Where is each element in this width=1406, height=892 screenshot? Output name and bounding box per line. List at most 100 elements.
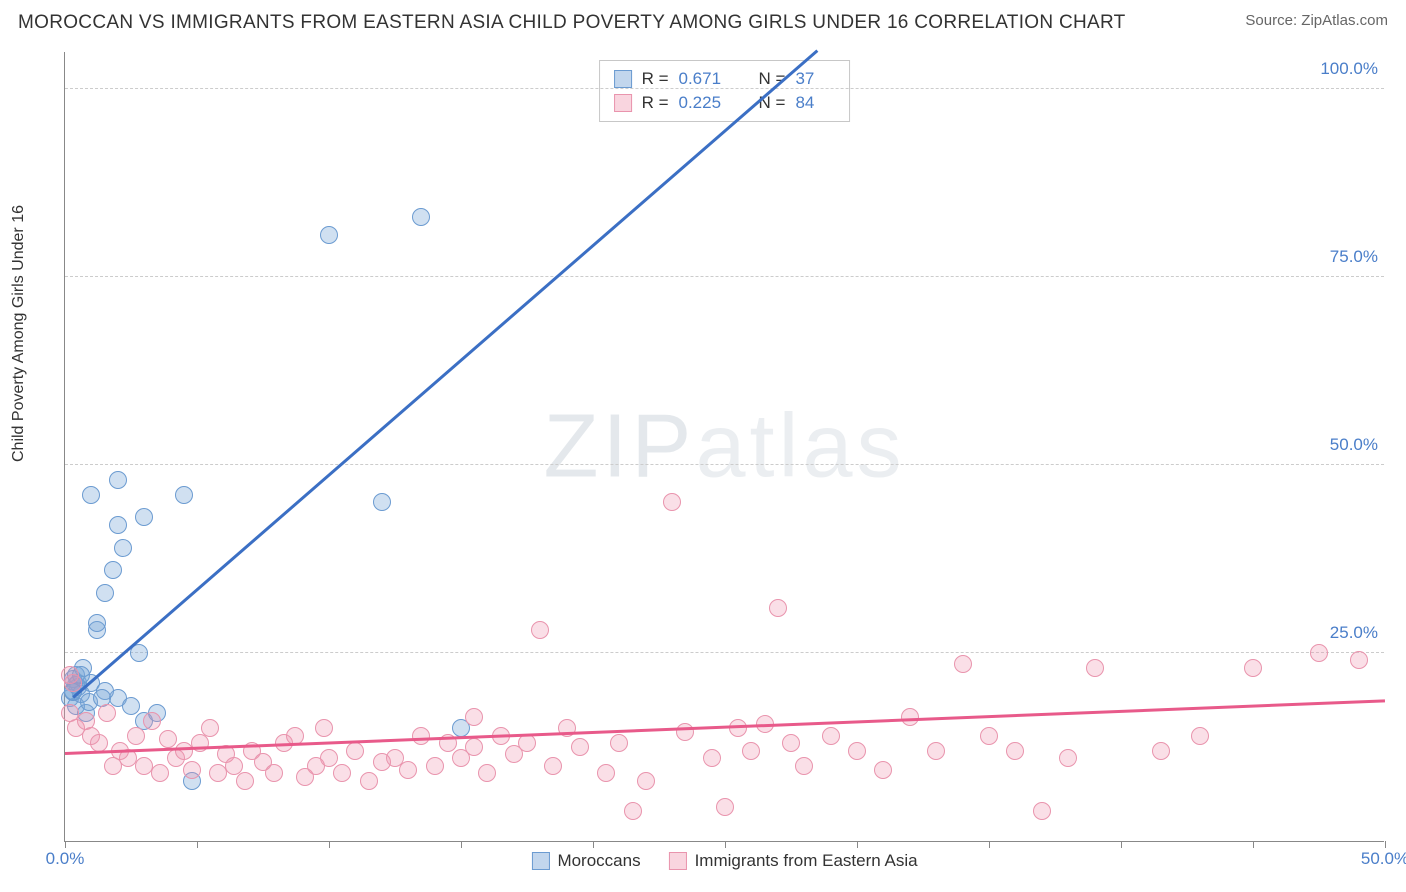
data-point — [320, 749, 338, 767]
data-point — [315, 719, 333, 737]
gridline — [65, 652, 1384, 653]
chart-container: Child Poverty Among Girls Under 16 ZIPat… — [20, 42, 1390, 892]
data-point — [373, 493, 391, 511]
swatch-icon — [669, 852, 687, 870]
data-point — [1033, 802, 1051, 820]
x-tick — [461, 841, 462, 848]
data-point — [159, 730, 177, 748]
y-tick-label: 50.0% — [1330, 435, 1378, 455]
data-point — [127, 727, 145, 745]
data-point — [98, 704, 116, 722]
data-point — [175, 486, 193, 504]
data-point — [874, 761, 892, 779]
r-label: R = — [642, 69, 669, 89]
data-point — [82, 486, 100, 504]
data-point — [624, 802, 642, 820]
legend-label: Moroccans — [557, 851, 640, 871]
data-point — [1152, 742, 1170, 760]
data-point — [1191, 727, 1209, 745]
data-point — [518, 734, 536, 752]
data-point — [571, 738, 589, 756]
data-point — [201, 719, 219, 737]
data-point — [1244, 659, 1262, 677]
gridline — [65, 88, 1384, 89]
trend-line — [65, 699, 1385, 754]
x-tick — [65, 841, 66, 848]
data-point — [412, 727, 430, 745]
legend-label: Immigrants from Eastern Asia — [695, 851, 918, 871]
data-point — [954, 655, 972, 673]
data-point — [597, 764, 615, 782]
trend-line — [72, 49, 818, 698]
data-point — [88, 614, 106, 632]
data-point — [742, 742, 760, 760]
data-point — [399, 761, 417, 779]
data-point — [703, 749, 721, 767]
source-label: Source: — [1245, 12, 1301, 29]
data-point — [637, 772, 655, 790]
data-point — [1310, 644, 1328, 662]
data-point — [236, 772, 254, 790]
data-point — [769, 599, 787, 617]
data-point — [104, 561, 122, 579]
data-point — [114, 539, 132, 557]
data-point — [360, 772, 378, 790]
source-credit: Source: ZipAtlas.com — [1245, 12, 1388, 29]
swatch-icon — [614, 94, 632, 112]
data-point — [426, 757, 444, 775]
x-tick — [989, 841, 990, 848]
watermark: ZIPatlas — [543, 395, 905, 498]
data-point — [1086, 659, 1104, 677]
swatch-icon — [614, 70, 632, 88]
data-point — [1059, 749, 1077, 767]
data-point — [143, 712, 161, 730]
data-point — [848, 742, 866, 760]
r-value: 0.225 — [679, 93, 749, 113]
data-point — [663, 493, 681, 511]
data-point — [1350, 651, 1368, 669]
x-tick — [593, 841, 594, 848]
r-value: 0.671 — [679, 69, 749, 89]
x-tick — [1385, 841, 1386, 848]
data-point — [1006, 742, 1024, 760]
data-point — [544, 757, 562, 775]
data-point — [64, 674, 82, 692]
x-tick-label: 0.0% — [46, 849, 85, 869]
y-axis-label: Child Poverty Among Girls Under 16 — [10, 205, 28, 462]
stats-row-eastern-asia: R = 0.225 N = 84 — [614, 91, 836, 115]
n-value: 84 — [795, 93, 835, 113]
data-point — [191, 734, 209, 752]
data-point — [782, 734, 800, 752]
legend: Moroccans Immigrants from Eastern Asia — [531, 851, 917, 871]
data-point — [320, 226, 338, 244]
data-point — [465, 738, 483, 756]
data-point — [183, 761, 201, 779]
chart-title: MOROCCAN VS IMMIGRANTS FROM EASTERN ASIA… — [18, 12, 1126, 34]
y-tick-label: 75.0% — [1330, 247, 1378, 267]
data-point — [927, 742, 945, 760]
data-point — [980, 727, 998, 745]
data-point — [716, 798, 734, 816]
x-tick — [857, 841, 858, 848]
data-point — [901, 708, 919, 726]
data-point — [109, 516, 127, 534]
x-tick — [197, 841, 198, 848]
n-value: 37 — [795, 69, 835, 89]
data-point — [109, 471, 127, 489]
data-point — [465, 708, 483, 726]
data-point — [795, 757, 813, 775]
x-tick — [329, 841, 330, 848]
data-point — [122, 697, 140, 715]
data-point — [333, 764, 351, 782]
gridline — [65, 464, 1384, 465]
correlation-stats-box: R = 0.671 N = 37 R = 0.225 N = 84 — [599, 60, 851, 122]
x-tick-label: 50.0% — [1361, 849, 1406, 869]
data-point — [96, 584, 114, 602]
chart-header: MOROCCAN VS IMMIGRANTS FROM EASTERN ASIA… — [0, 0, 1406, 38]
data-point — [478, 764, 496, 782]
data-point — [729, 719, 747, 737]
data-point — [676, 723, 694, 741]
x-tick — [725, 841, 726, 848]
data-point — [822, 727, 840, 745]
data-point — [135, 508, 153, 526]
